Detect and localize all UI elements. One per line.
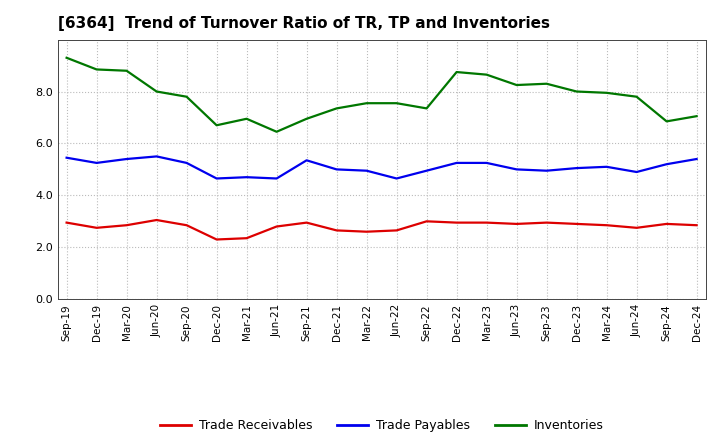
Trade Receivables: [333, 228, 341, 233]
Trade Payables: [662, 161, 671, 167]
Trade Receivables: [122, 223, 131, 228]
Inventories: [62, 55, 71, 60]
Inventories: [392, 101, 401, 106]
Trade Receivables: [452, 220, 461, 225]
Trade Receivables: [632, 225, 641, 231]
Trade Receivables: [62, 220, 71, 225]
Inventories: [302, 116, 311, 121]
Trade Payables: [242, 175, 251, 180]
Trade Receivables: [602, 223, 611, 228]
Inventories: [693, 114, 701, 119]
Inventories: [182, 94, 191, 99]
Inventories: [153, 89, 161, 94]
Trade Payables: [513, 167, 521, 172]
Trade Payables: [333, 167, 341, 172]
Inventories: [662, 119, 671, 124]
Inventories: [572, 89, 581, 94]
Inventories: [362, 101, 371, 106]
Trade Receivables: [242, 235, 251, 241]
Trade Receivables: [212, 237, 221, 242]
Inventories: [602, 90, 611, 95]
Trade Payables: [302, 158, 311, 163]
Inventories: [242, 116, 251, 121]
Trade Receivables: [662, 221, 671, 227]
Inventories: [92, 67, 101, 72]
Trade Payables: [452, 160, 461, 165]
Trade Payables: [693, 156, 701, 161]
Trade Receivables: [482, 220, 491, 225]
Trade Payables: [422, 168, 431, 173]
Trade Receivables: [392, 228, 401, 233]
Trade Payables: [572, 165, 581, 171]
Line: Trade Payables: Trade Payables: [66, 156, 697, 179]
Inventories: [452, 70, 461, 75]
Legend: Trade Receivables, Trade Payables, Inventories: Trade Receivables, Trade Payables, Inven…: [155, 414, 608, 437]
Inventories: [542, 81, 551, 86]
Trade Payables: [62, 155, 71, 160]
Trade Receivables: [92, 225, 101, 231]
Trade Receivables: [182, 223, 191, 228]
Trade Payables: [153, 154, 161, 159]
Line: Trade Receivables: Trade Receivables: [66, 220, 697, 239]
Inventories: [632, 94, 641, 99]
Inventories: [482, 72, 491, 77]
Trade Payables: [212, 176, 221, 181]
Trade Receivables: [513, 221, 521, 227]
Trade Payables: [482, 160, 491, 165]
Trade Payables: [272, 176, 281, 181]
Text: [6364]  Trend of Turnover Ratio of TR, TP and Inventories: [6364] Trend of Turnover Ratio of TR, TP…: [58, 16, 549, 32]
Trade Payables: [92, 160, 101, 165]
Trade Receivables: [272, 224, 281, 229]
Trade Receivables: [153, 217, 161, 223]
Inventories: [333, 106, 341, 111]
Trade Payables: [602, 164, 611, 169]
Trade Payables: [632, 169, 641, 175]
Trade Payables: [182, 160, 191, 165]
Inventories: [212, 123, 221, 128]
Inventories: [513, 82, 521, 88]
Inventories: [272, 129, 281, 134]
Trade Receivables: [572, 221, 581, 227]
Trade Payables: [392, 176, 401, 181]
Trade Receivables: [362, 229, 371, 235]
Trade Receivables: [542, 220, 551, 225]
Trade Payables: [362, 168, 371, 173]
Inventories: [422, 106, 431, 111]
Line: Inventories: Inventories: [66, 58, 697, 132]
Trade Receivables: [693, 223, 701, 228]
Trade Payables: [542, 168, 551, 173]
Inventories: [122, 68, 131, 73]
Trade Payables: [122, 156, 131, 161]
Trade Receivables: [302, 220, 311, 225]
Trade Receivables: [422, 219, 431, 224]
